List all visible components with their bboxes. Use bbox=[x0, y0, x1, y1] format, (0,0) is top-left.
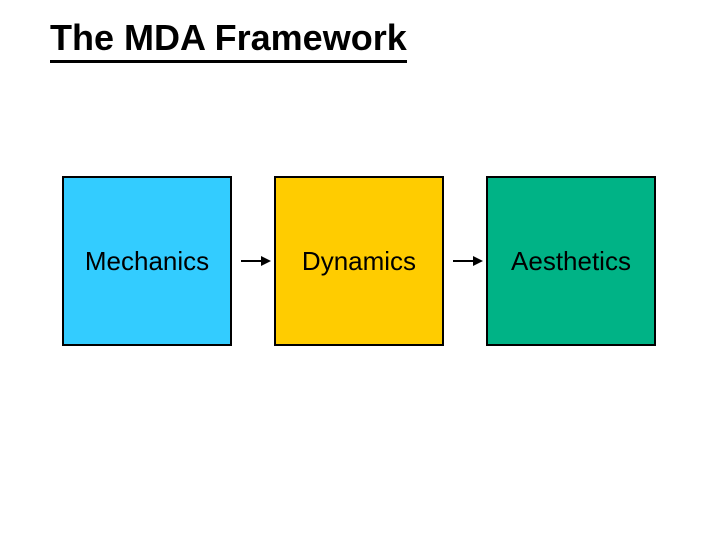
node-aesthetics: Aesthetics bbox=[486, 176, 656, 346]
node-label-dynamics: Dynamics bbox=[302, 246, 416, 277]
slide-title: The MDA Framework bbox=[50, 18, 407, 63]
node-mechanics: Mechanics bbox=[62, 176, 232, 346]
node-dynamics: Dynamics bbox=[274, 176, 444, 346]
arrow-icon bbox=[232, 255, 274, 267]
node-label-aesthetics: Aesthetics bbox=[511, 246, 631, 277]
flow-row: Mechanics Dynamics Aesthetics bbox=[62, 176, 656, 346]
arrow-icon bbox=[444, 255, 486, 267]
node-label-mechanics: Mechanics bbox=[85, 246, 209, 277]
slide: The MDA Framework Mechanics Dynamics Aes… bbox=[0, 0, 720, 540]
